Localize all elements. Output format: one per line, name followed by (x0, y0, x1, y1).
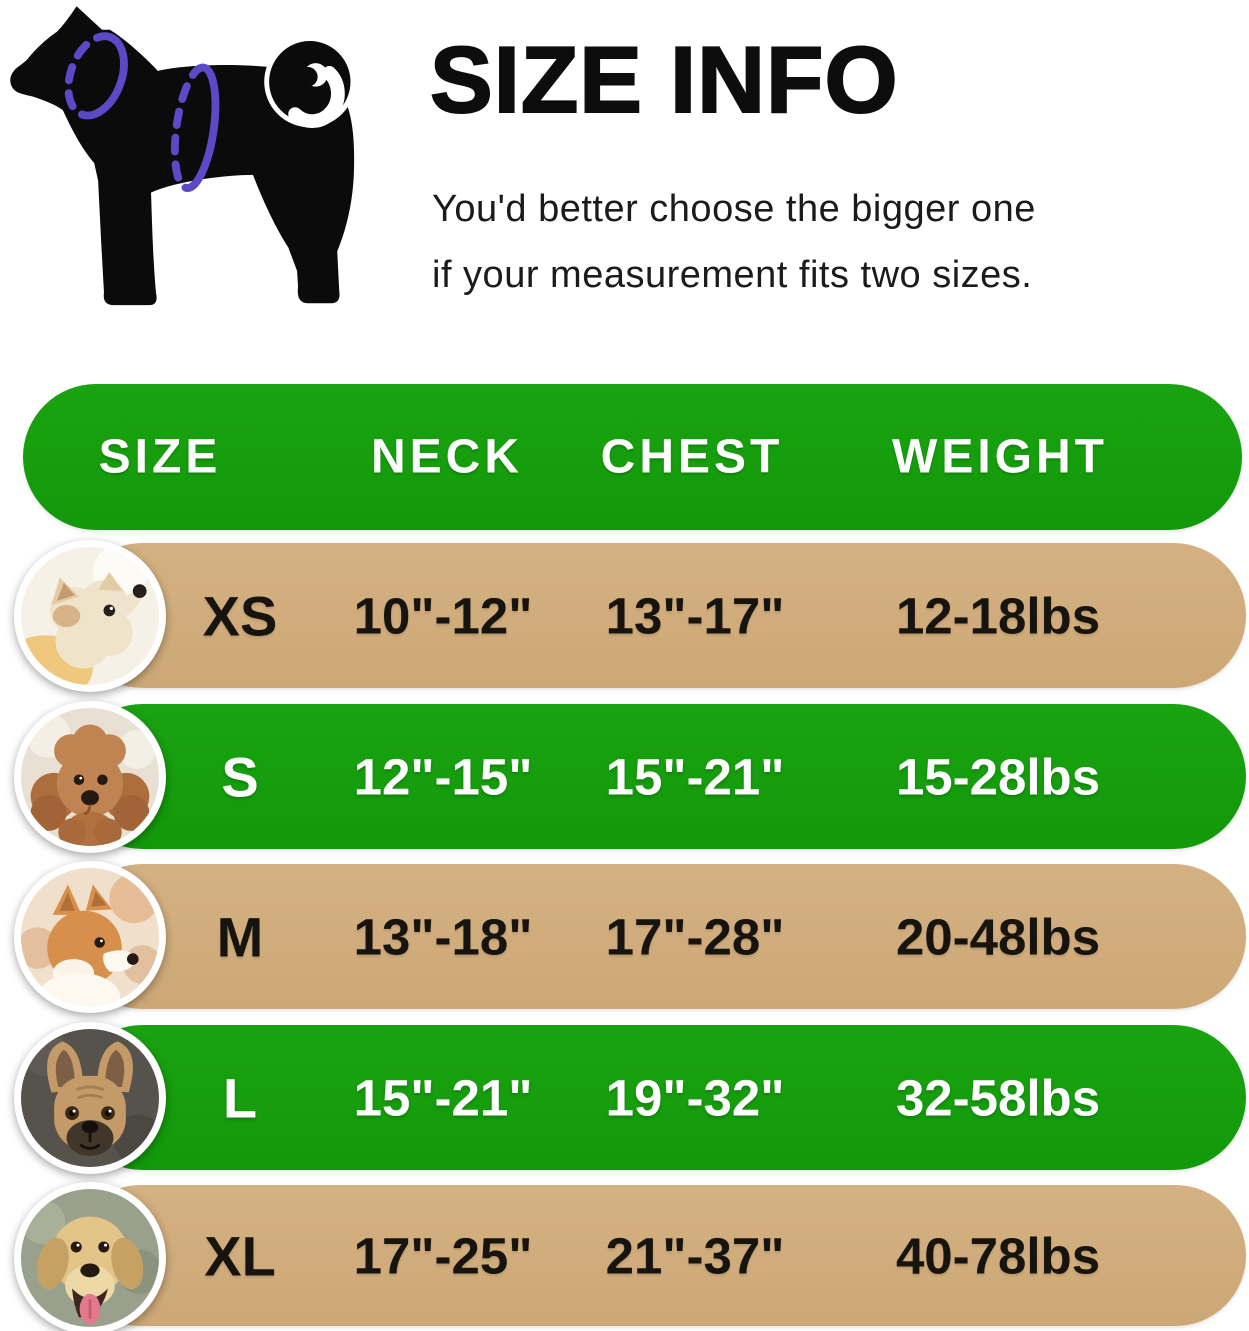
dog-photo-french-bulldog (14, 1022, 166, 1174)
weight-value: 32-58lbs (895, 1069, 1101, 1126)
chest-value: 13"-17" (605, 587, 785, 644)
shiba-inu-icon (21, 868, 159, 1006)
chest-value: 19"-32" (605, 1069, 785, 1126)
size-label: XS (202, 584, 278, 647)
table-row-xl: XL 17"-25" 21"-37" 40-78lbs (70, 1185, 1246, 1326)
column-header-neck: NECK (370, 430, 524, 484)
size-advice-line2: if your measurement fits two sizes. (432, 254, 1033, 296)
table-row-m: M 13"-18" 17"-28" 20-48lbs (70, 864, 1246, 1009)
neck-value: 13"-18" (353, 908, 533, 965)
dog-photo-shiba-inu (14, 861, 166, 1013)
weight-value: 20-48lbs (895, 908, 1101, 965)
dog-photo-poodle (14, 701, 166, 853)
dog-photo-labrador (14, 1182, 166, 1331)
neck-value: 15"-21" (353, 1069, 533, 1126)
size-label: XL (204, 1224, 276, 1287)
size-table-header: SIZE NECK CHEST WEIGHT (23, 384, 1242, 530)
size-label: M (216, 905, 264, 968)
neck-value: 17"-25" (353, 1227, 533, 1284)
neck-value: 10"-12" (353, 587, 533, 644)
dog-measurement-silhouette-icon (10, 6, 356, 306)
neck-girth-ring (64, 32, 128, 120)
table-row-l: L 15"-21" 19"-32" 32-58lbs (70, 1025, 1246, 1170)
pomeranian-icon (21, 547, 159, 685)
poodle-icon (21, 708, 159, 846)
chest-value: 21"-37" (605, 1227, 785, 1284)
table-row-xs: XS 10"-12" 13"-17" 12-18lbs (70, 543, 1246, 688)
column-header-chest: CHEST (600, 430, 784, 484)
dog-photo-pomeranian (14, 540, 166, 692)
chest-girth-ring (170, 63, 220, 192)
labrador-icon (21, 1189, 159, 1327)
chest-value: 17"-28" (605, 908, 785, 965)
column-header-weight: WEIGHT (892, 430, 1108, 484)
size-advice-line1: You'd better choose the bigger one (432, 188, 1036, 230)
weight-value: 12-18lbs (895, 587, 1101, 644)
table-row-s: S 12"-15" 15"-21" 15-28lbs (70, 704, 1246, 849)
weight-value: 40-78lbs (895, 1227, 1101, 1284)
column-header-size: SIZE (98, 430, 222, 484)
size-advice-text: You'd better choose the bigger one if yo… (432, 176, 1036, 308)
size-label: S (221, 745, 259, 808)
size-label: L (222, 1066, 258, 1129)
chest-value: 15"-21" (605, 748, 785, 805)
page-title: SIZE INFO (429, 26, 899, 133)
weight-value: 15-28lbs (895, 748, 1101, 805)
french-bulldog-icon (21, 1029, 159, 1167)
neck-value: 12"-15" (353, 748, 533, 805)
